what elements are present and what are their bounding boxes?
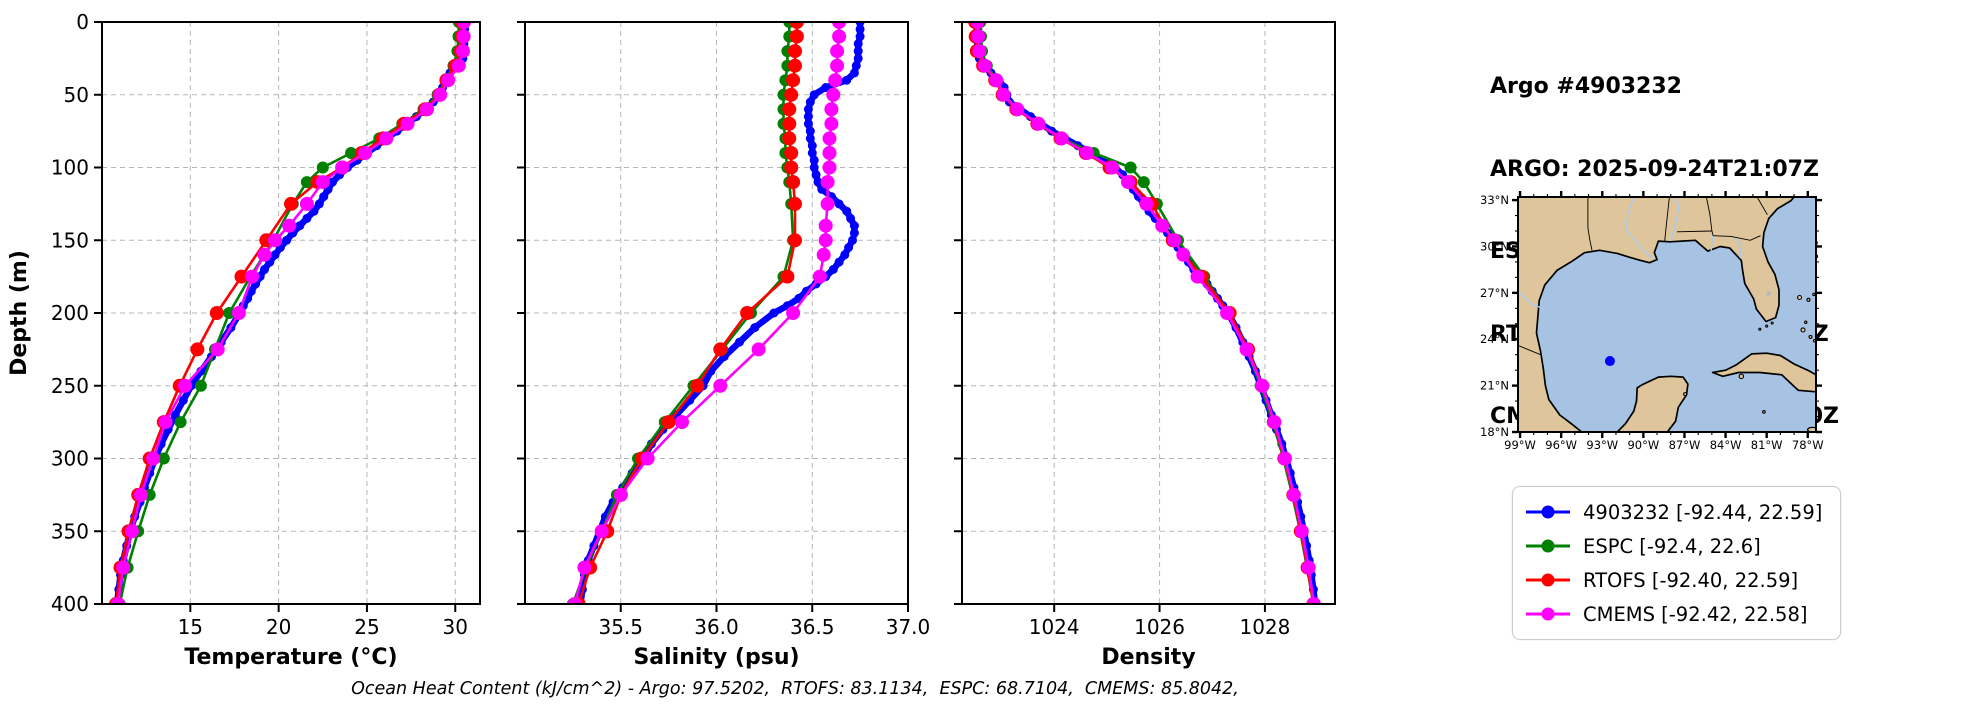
legend-item-1: ESPC [-92.4, 22.6] (1525, 529, 1822, 563)
legend-item-3: CMEMS [-92.42, 22.58] (1525, 597, 1822, 631)
map-island (1762, 410, 1766, 414)
map-river (1670, 197, 1680, 241)
title-argo-id: Argo #4903232 (1490, 74, 1682, 99)
map-x-tick-label: 78°W (1792, 438, 1824, 452)
legend-label: 4903232 [-92.44, 22.59] (1583, 500, 1823, 524)
map-state-border (1664, 197, 1670, 242)
x-tick-label: 36.0 (694, 615, 739, 639)
title-argo-time: ARGO: 2025-09-24T21:07Z (1490, 156, 1819, 182)
legend-item-0: 4903232 [-92.44, 22.59] (1525, 495, 1822, 529)
map-x-tick-label: 84°W (1710, 438, 1742, 452)
y-tick-label: 100 (51, 156, 89, 180)
map-island (1770, 321, 1774, 325)
map-x-tick-label: 99°W (1504, 438, 1536, 452)
map-x-tick-label: 96°W (1545, 438, 1577, 452)
series-markers-cmems-salinity (567, 22, 847, 604)
map-lake-okeechobee (1766, 291, 1772, 297)
y-tick-label: 50 (64, 83, 89, 107)
legend-label: ESPC [-92.4, 22.6] (1583, 534, 1761, 558)
x-tick-label: 20 (266, 615, 291, 639)
map-state-border (1705, 197, 1713, 232)
map-x-tick-label: 81°W (1751, 438, 1783, 452)
map-x-tick-label: 93°W (1586, 438, 1618, 452)
series-line-espc-temperature (118, 22, 461, 604)
x-tick-label: 37.0 (886, 615, 931, 639)
legend-item-2: RTOFS [-92.40, 22.59] (1525, 563, 1822, 597)
x-tick-label: 35.5 (598, 615, 643, 639)
legend-label: CMEMS [-92.42, 22.58] (1583, 602, 1808, 626)
float-position-marker (1604, 356, 1615, 367)
panel-density: 1024 1026 1028 Density (954, 21, 1336, 670)
legend: 4903232 [-92.44, 22.59] ESPC [-92.4, 22.6… (1512, 486, 1842, 640)
y-tick-label: 300 (51, 447, 89, 471)
legend-marker-0 (1526, 505, 1570, 519)
map-island (1806, 297, 1811, 302)
x-tick-label: 36.5 (790, 615, 835, 639)
x-axis-label-temperature: Temperature (°C) (184, 645, 397, 670)
x-tick-label: 15 (178, 615, 203, 639)
x-tick-label: 1028 (1239, 615, 1290, 639)
ocean-heat-content-note: Ocean Heat Content (kJ/cm^2) - Argo: 97.… (351, 679, 1239, 699)
map-x-tick-label: 87°W (1669, 438, 1701, 452)
x-tick-label: 1026 (1134, 615, 1185, 639)
landmass-cuba (1711, 352, 1816, 393)
x-axis-label-salinity: Salinity (psu) (633, 645, 799, 670)
x-axis-label-density: Density (1101, 645, 1195, 670)
x-tick-label: 1024 (1029, 615, 1080, 639)
map-state-border (1587, 197, 1593, 251)
map-river (1710, 235, 1714, 251)
map-state-border (1756, 197, 1768, 216)
y-tick-label: 250 (51, 374, 89, 398)
map-y-tick-label: 33°N (1480, 193, 1509, 207)
panel-temperature: 15 20 25 30050100150200250300350400Temperat… (51, 10, 481, 670)
map-land (1518, 197, 1816, 432)
legend-label: RTOFS [-92.40, 22.59] (1583, 568, 1799, 592)
map-island (1765, 324, 1769, 328)
panel-salinity: 35.5 36.0 36.5 37.0 Salinity (psu) (517, 21, 931, 670)
series-markers-rtofs-temperature (109, 22, 470, 604)
map-river (1624, 197, 1655, 261)
map-state-border (1518, 344, 1541, 356)
map-frame (1517, 196, 1817, 433)
legend-marker-1 (1526, 539, 1570, 553)
map-x-tick-label: 90°W (1627, 438, 1659, 452)
location-map: 99°W 96°W 93°W 90°W 87°W 84°W 81°W 78°W 18°N 21°N… (1480, 191, 1824, 452)
y-tick-label: 400 (51, 592, 89, 616)
series-markers-cmems-density (970, 22, 1321, 604)
x-tick-label: 30 (443, 615, 468, 639)
map-state-border (1676, 230, 1712, 233)
x-tick-label: 25 (354, 615, 379, 639)
map-island (1738, 373, 1745, 380)
map-island (1797, 294, 1803, 301)
map-river (1734, 237, 1743, 259)
map-island (1803, 320, 1808, 324)
y-tick-label: 200 (51, 301, 89, 325)
landmass-yucatan (1616, 375, 1689, 432)
series-line-argo-salinity (577, 22, 864, 604)
map-island (1812, 292, 1816, 297)
y-tick-label: 350 (51, 519, 89, 543)
series-markers-cmems-temperature (110, 22, 472, 604)
map-island (1758, 327, 1762, 331)
map-river (1518, 290, 1546, 310)
map-y-tick-label: 27°N (1480, 286, 1509, 300)
y-tick-label: 150 (51, 228, 89, 252)
map-island (1683, 392, 1688, 397)
y-tick-label: 0 (76, 10, 89, 34)
map-y-tick-label: 18°N (1480, 425, 1509, 439)
map-state-border (1711, 230, 1761, 241)
map-y-tick-label: 24°N (1480, 332, 1509, 346)
map-y-tick-label: 30°N (1480, 239, 1509, 253)
legend-marker-2 (1526, 573, 1570, 587)
map-island (1800, 327, 1806, 333)
map-y-tick-label: 21°N (1480, 379, 1509, 393)
landmass-north-america (1518, 197, 1795, 432)
profile-plots: 15 20 25 30050100150200250300350400Temperat… (7, 10, 1336, 670)
y-axis-label: Depth (m) (7, 250, 32, 376)
legend-marker-3 (1526, 607, 1570, 621)
map-island (1808, 334, 1813, 339)
